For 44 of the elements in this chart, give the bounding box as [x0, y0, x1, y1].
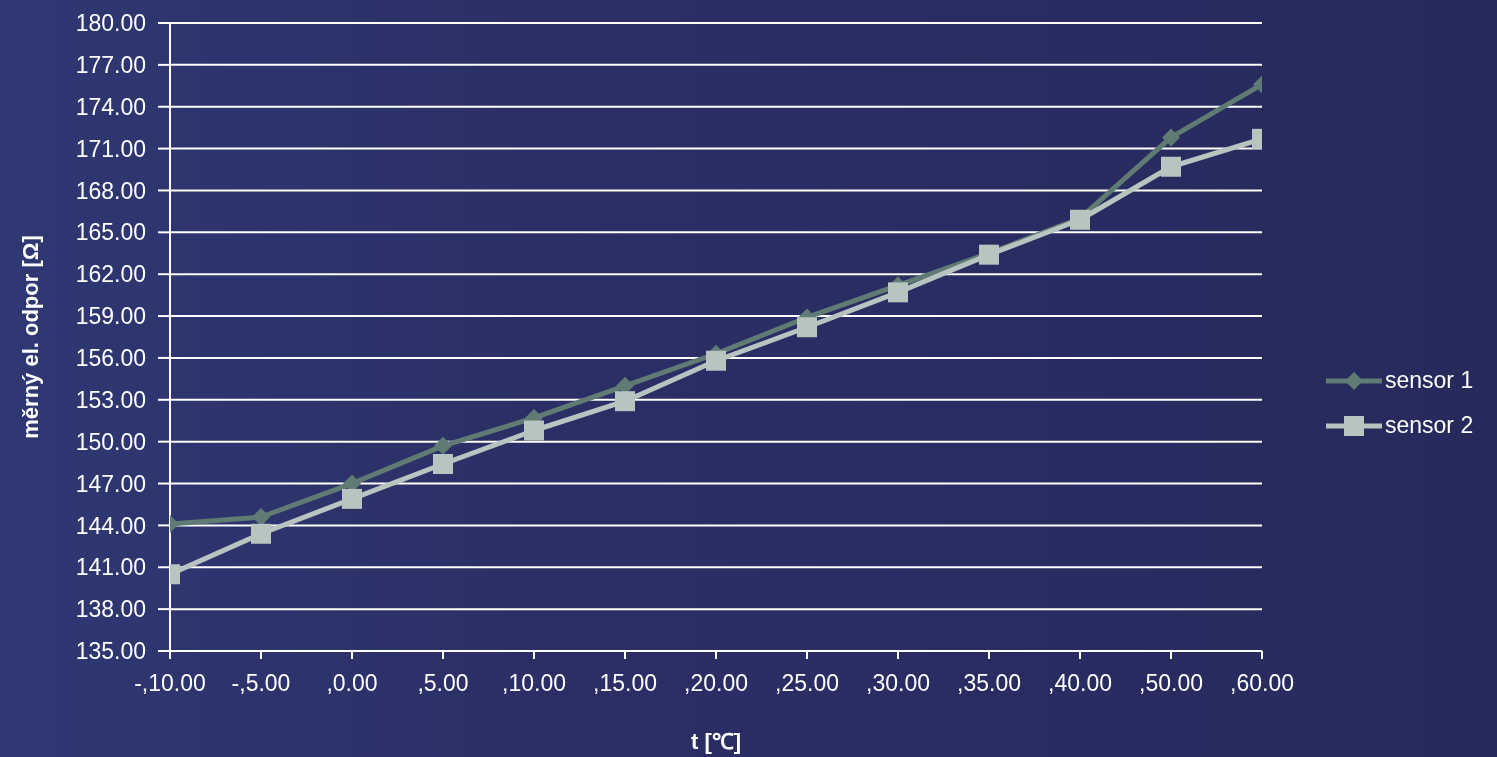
y-tick-label: 156.00 [75, 345, 146, 372]
point [524, 420, 544, 441]
point [1162, 128, 1180, 147]
y-tick-label: 168.00 [75, 177, 146, 204]
y-tick-label: 147.00 [75, 470, 146, 497]
y-tick-label: 150.00 [75, 428, 146, 455]
x-tick-label: ,50.00 [1139, 670, 1203, 697]
x-tick-label: ,15.00 [593, 670, 657, 697]
x-tick-label: ,10.00 [502, 670, 566, 697]
point [251, 523, 271, 544]
point [433, 454, 453, 474]
x-tick-label: ,40.00 [1048, 670, 1112, 697]
x-tick-label: ,5.00 [417, 670, 469, 697]
point [434, 436, 452, 455]
point [706, 350, 726, 371]
x-tick-label: ,0.00 [326, 670, 378, 697]
y-axis-title: měrný el. odpor [Ω] [17, 235, 43, 439]
x-tick-label: ,60.00 [1230, 670, 1294, 697]
point [797, 317, 817, 338]
x-tick-label: ,30.00 [866, 670, 930, 697]
point [615, 391, 635, 412]
y-tick-label: 171.00 [75, 135, 146, 162]
point [1161, 156, 1181, 177]
x-tick-label: -,5.00 [231, 670, 291, 697]
y-tick-label: 174.00 [75, 93, 146, 120]
y-tick-label: 159.00 [75, 303, 146, 330]
x-tick-label: ,35.00 [957, 670, 1021, 697]
x-tick-label: -,10.00 [134, 670, 206, 697]
y-tick-label: 138.00 [75, 596, 146, 623]
point [888, 282, 908, 303]
legend-label: sensor 1 [1385, 367, 1474, 394]
point [342, 488, 362, 509]
y-tick-label: 177.00 [75, 52, 146, 79]
y-tick-label: 162.00 [75, 261, 146, 288]
x-tick-label: ,25.00 [775, 670, 839, 697]
y-tick-label: 141.00 [75, 554, 146, 581]
x-axis-title: t [℃] [690, 728, 742, 754]
y-tick-label: 135.00 [75, 638, 146, 665]
x-tick-label: ,20.00 [684, 670, 748, 697]
y-tick-label: 153.00 [75, 386, 146, 413]
y-tick-label: 144.00 [75, 512, 146, 539]
y-tick-label: 165.00 [75, 219, 146, 246]
y-tick-label: 180.00 [75, 10, 146, 37]
legend-label: sensor 2 [1385, 412, 1474, 439]
